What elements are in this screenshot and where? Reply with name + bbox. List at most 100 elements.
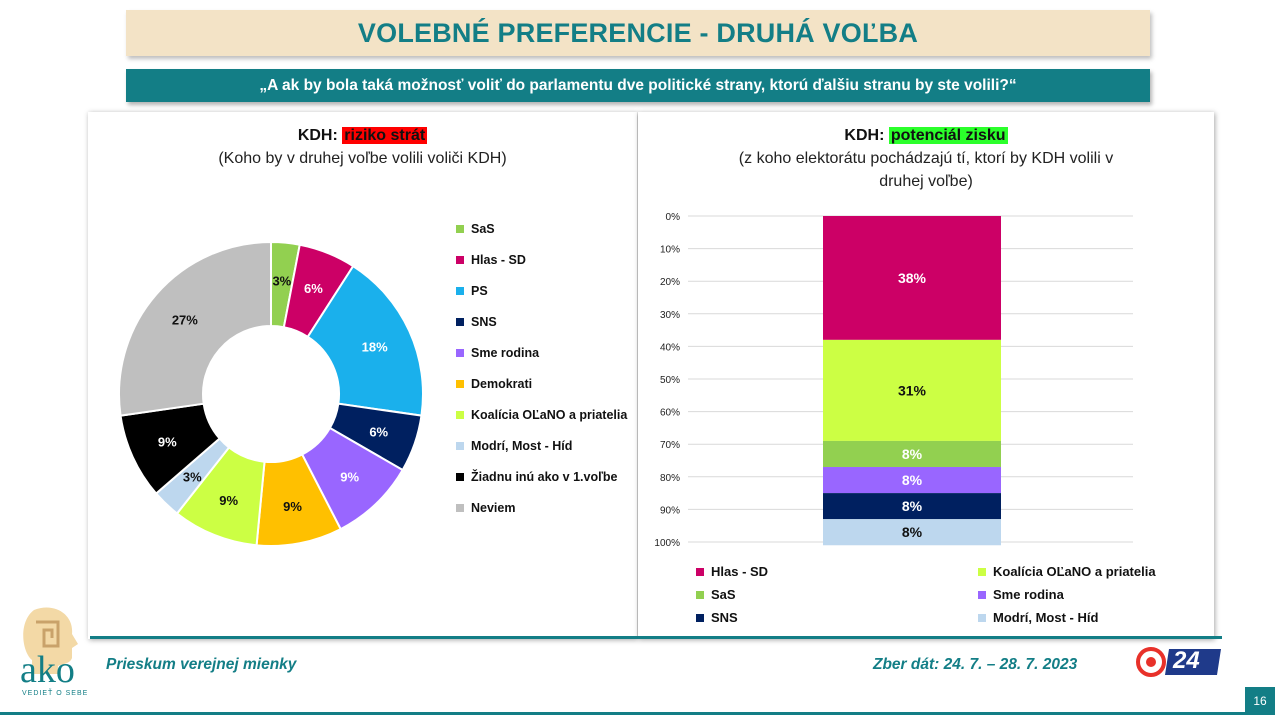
bar-label-hlas-sd: 38%	[898, 270, 927, 286]
donut-slice-ps	[306, 264, 424, 417]
legend-label: Žiadnu inú ako v 1.voľbe	[471, 470, 618, 484]
joj24-logo-text: 24	[1173, 647, 1200, 674]
y-tick-label: 60%	[660, 408, 680, 419]
y-tick-label: 50%	[660, 375, 680, 386]
bar-label-sns: 8%	[902, 498, 923, 514]
legend-label: Sme rodina	[993, 587, 1064, 602]
legend-swatch	[456, 411, 464, 419]
donut-label-modri-most-hid: 3%	[183, 470, 202, 485]
bar-label-sas: 8%	[902, 446, 923, 462]
legend-swatch	[456, 287, 464, 295]
donut-legend-item-ziadnu-inu-ako-v-1-volbe: Žiadnu inú ako v 1.voľbe	[456, 470, 618, 484]
donut-label-hlas-sd: 6%	[304, 281, 323, 296]
legend-label: SaS	[471, 222, 495, 236]
bar-segment-modri-most-hid	[823, 519, 1001, 546]
left-chart-subtitle: (Koho by v druhej voľbe volili voliči KD…	[218, 150, 507, 167]
legend-swatch	[456, 380, 464, 388]
donut-label-koalicia-olano-a-priatelia: 9%	[219, 493, 238, 508]
right-chart-subtitle-1: (z koho elektorátu pochádzajú tí, ktorí …	[738, 150, 1114, 167]
y-tick-label: 10%	[660, 245, 680, 256]
bar-segment-sns	[823, 493, 1001, 520]
left-title-highlight: riziko strát	[342, 127, 428, 144]
right-title-highlight: potenciál zisku	[888, 127, 1008, 144]
joj-ring-icon	[1136, 647, 1166, 677]
legend-swatch	[456, 256, 464, 264]
bar-legend-item-hlas-sd: Hlas - SD	[696, 564, 768, 579]
donut-legend-item-sns: SNS	[456, 315, 497, 329]
bar-legend-item-sme-rodina: Sme rodina	[978, 587, 1064, 602]
legend-swatch	[456, 473, 464, 481]
bar-segment-hlas-sd	[823, 216, 1001, 340]
data-collection-dates: Zber dát: 24. 7. – 28. 7. 2023	[873, 656, 1078, 673]
ako-logo-tagline: VEDIEŤ O SEBE	[22, 690, 89, 697]
bar-legend-item-sns: SNS	[696, 610, 738, 625]
donut-legend-item-koalicia-olano-a-priatelia: Koalícia OĽaNO a priatelia	[456, 408, 627, 422]
donut-label-sas: 3%	[272, 274, 291, 289]
legend-label: Neviem	[471, 501, 516, 515]
donut-label-neviem: 27%	[172, 312, 198, 327]
right-chart-title: KDH: potenciál zisku	[638, 124, 1214, 148]
y-tick-label: 80%	[660, 473, 680, 484]
bar-label-sme-rodina: 8%	[902, 472, 923, 488]
legend-swatch	[456, 349, 464, 357]
donut-legend-item-demokrati: Demokrati	[456, 377, 532, 391]
bar-legend-item-modri-most-hid: Modrí, Most - Híd	[978, 610, 1098, 625]
bar-legend-item-koalicia-olano-a-priatelia: Koalícia OĽaNO a priatelia	[978, 564, 1156, 579]
donut-label-ps: 18%	[362, 340, 388, 355]
page-number: 16	[1245, 687, 1275, 715]
legend-swatch	[456, 318, 464, 326]
legend-label: Koalícia OĽaNO a priatelia	[471, 408, 628, 422]
bar-label-modri-most-hid: 8%	[902, 524, 923, 540]
legend-swatch	[978, 590, 986, 599]
legend-swatch	[696, 567, 704, 576]
bar-segment-sas	[823, 440, 1001, 468]
ako-head-icon	[23, 607, 78, 674]
donut-label-sme-rodina: 9%	[340, 470, 359, 485]
legend-swatch	[978, 567, 986, 576]
survey-question: „A ak by bola taká možnosť voliť do parl…	[259, 76, 1017, 94]
legend-swatch	[456, 442, 464, 450]
bar-label-koalicia-olano-a-priatelia: 31%	[898, 382, 927, 398]
donut-label-sns: 6%	[369, 424, 388, 439]
legend-label: Sme rodina	[471, 346, 540, 360]
legend-label: SaS	[711, 587, 736, 602]
right-title-prefix: KDH:	[844, 127, 885, 144]
legend-label: SNS	[711, 610, 738, 625]
y-tick-label: 20%	[660, 277, 680, 288]
left-title-prefix: KDH:	[297, 127, 338, 144]
legend-label: Modrí, Most - Híd	[471, 439, 573, 453]
legend-label: Demokrati	[471, 377, 533, 391]
legend-label: Hlas - SD	[471, 253, 526, 267]
donut-legend-item-modri-most-hid: Modrí, Most - Híd	[456, 439, 572, 453]
donut-chart: 3% 6% 18% 6% 9% 9% 9% 3% 9% 27%	[118, 240, 424, 547]
y-tick-label: 40%	[660, 342, 680, 353]
bar-legend-item-sas: SaS	[696, 587, 736, 602]
y-tick-label: 100%	[654, 538, 680, 549]
donut-legend-item-sme-rodina: Sme rodina	[456, 346, 539, 360]
donut-legend-item-neviem: Neviem	[456, 501, 515, 515]
right-chart-panel: KDH: potenciál zisku (z koho elektorátu …	[638, 112, 1214, 639]
stacked-bar-chart: 0% 10% 20% 30% 40% 50% 60% 70% 80% 90% 100% 38% 31% 8…	[654, 212, 1133, 549]
legend-swatch	[696, 613, 704, 622]
page-title: VOLEBNÉ PREFERENCIE - DRUHÁ VOĽBA	[357, 17, 919, 48]
legend-label: SNS	[471, 315, 497, 329]
legend-label: Hlas - SD	[711, 564, 769, 579]
legend-label: PS	[471, 284, 488, 298]
title-banner: VOLEBNÉ PREFERENCIE - DRUHÁ VOĽBA	[126, 10, 1150, 56]
legend-label: Koalícia OĽaNO a priatelia	[993, 564, 1156, 579]
legend-swatch	[978, 613, 986, 622]
question-banner: „A ak by bola taká možnosť voliť do parl…	[126, 69, 1150, 102]
donut-legend-item-sas: SaS	[456, 222, 495, 236]
legend-label: Modrí, Most - Híd	[993, 610, 1099, 625]
footer-divider	[90, 636, 1222, 639]
right-chart-subtitle-2: druhej voľbe)	[879, 173, 973, 190]
y-tick-label: 90%	[660, 505, 680, 516]
donut-legend-item-ps: PS	[456, 284, 488, 298]
y-tick-label: 30%	[660, 310, 680, 321]
legend-swatch	[456, 225, 464, 233]
bar-segment-koalicia-olano-a-priatelia	[823, 339, 1001, 441]
donut-slice-neviem	[118, 240, 272, 417]
legend-swatch	[696, 590, 704, 599]
donut-label-demokrati: 9%	[283, 499, 302, 514]
donut-legend-item-hlas-sd: Hlas - SD	[456, 253, 526, 267]
